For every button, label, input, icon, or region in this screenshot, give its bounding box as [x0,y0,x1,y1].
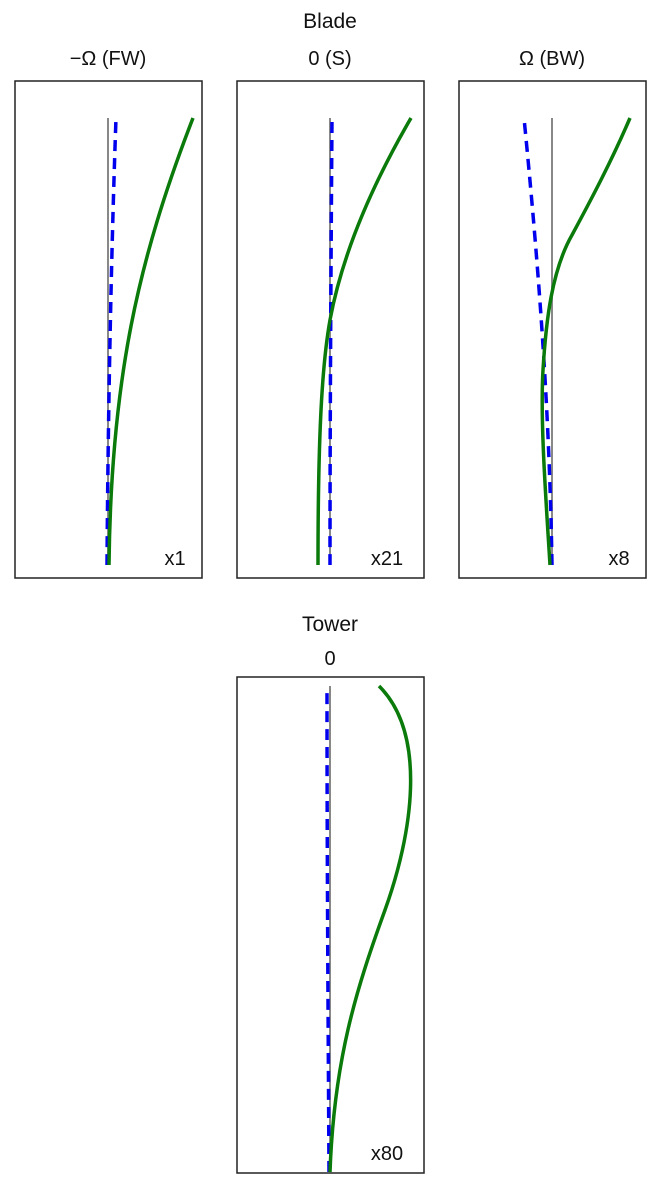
panel-fw-label: −Ω (FW) [70,48,147,70]
panel-bw: x8 [458,80,647,579]
scale-label: x8 [608,548,629,570]
solid-curve [107,117,195,566]
panel-bw-label: Ω (BW) [519,48,585,70]
dashed-curve [328,117,334,566]
scale-label: x1 [164,548,185,570]
solid-curve [540,117,632,566]
solid-curve [316,117,413,566]
dashed-curve [325,685,331,1173]
blade-title: Blade [303,10,357,33]
panel-s-label: 0 (S) [308,48,351,70]
dashed-curve [522,117,554,566]
scale-label: x80 [371,1143,403,1165]
panel-s: x21 [236,80,425,579]
panel-tower-label: 0 [324,648,335,670]
dashed-curve [105,117,118,566]
scale-label: x21 [371,548,403,570]
solid-curve [328,684,413,1173]
tower-title: Tower [302,613,358,636]
panel-fw: x1 [14,80,203,579]
panel-tower: x80 [236,676,425,1174]
